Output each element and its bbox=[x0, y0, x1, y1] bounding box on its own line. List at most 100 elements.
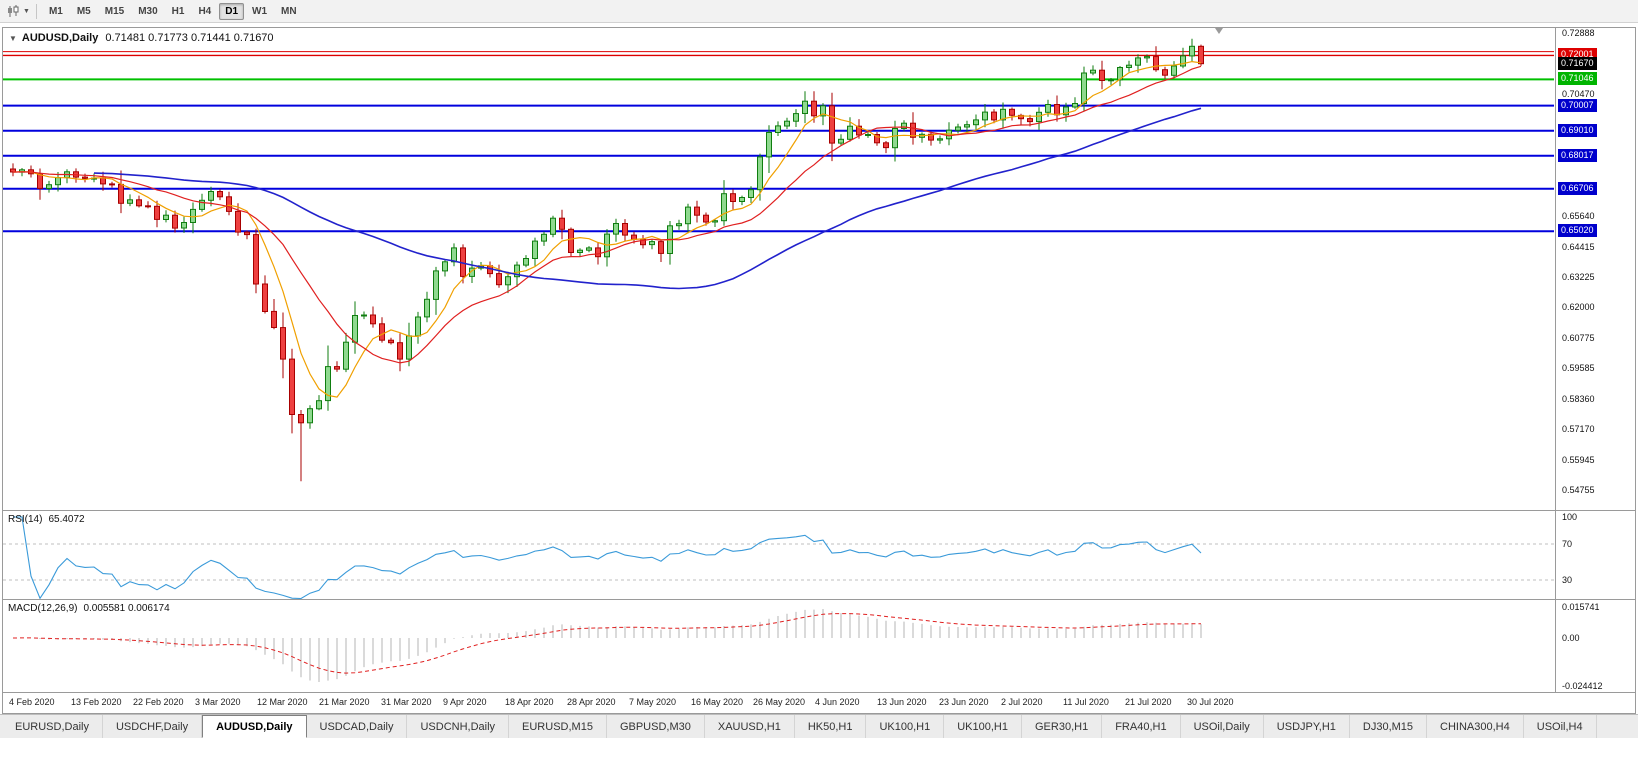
price-tag-0.70007: 0.70007 bbox=[1558, 99, 1597, 112]
macd-axis[interactable]: 0.015741 0.00 -0.024412 bbox=[1555, 600, 1635, 692]
chart-mode-icon[interactable] bbox=[4, 3, 22, 19]
macd-axis-tick: 0.00 bbox=[1562, 633, 1580, 643]
chart-tab-xauusd-h1[interactable]: XAUUSD,H1 bbox=[704, 715, 795, 738]
price-axis-tick: 0.72888 bbox=[1562, 28, 1595, 38]
chart-tab-china300-h4[interactable]: CHINA300,H4 bbox=[1427, 715, 1524, 738]
chart-tab-eurusd-daily[interactable]: EURUSD,Daily bbox=[2, 715, 103, 738]
price-axis-tick: 0.63225 bbox=[1562, 272, 1595, 282]
time-axis-label: 4 Feb 2020 bbox=[9, 697, 55, 707]
time-axis[interactable]: 4 Feb 2020 13 Feb 2020 22 Feb 2020 3 Mar 20… bbox=[3, 692, 1635, 713]
time-axis-label: 21 Mar 2020 bbox=[319, 697, 370, 707]
price-tag-0.69010: 0.69010 bbox=[1558, 124, 1597, 137]
chart-tab-usdcad-daily[interactable]: USDCAD,Daily bbox=[306, 715, 408, 738]
chart-ohlc-title: ▼ AUDUSD,Daily 0.71481 0.71773 0.71441 0… bbox=[9, 32, 274, 44]
macd-pane: MACD(12,26,9) 0.005581 0.006174 0.015741 0… bbox=[3, 599, 1635, 692]
macd-axis-tick: -0.024412 bbox=[1562, 681, 1603, 691]
time-axis-label: 12 Mar 2020 bbox=[257, 697, 308, 707]
price-axis-tick: 0.62000 bbox=[1562, 302, 1595, 312]
price-tag-0.66706: 0.66706 bbox=[1558, 182, 1597, 195]
chart-tab-usoil-h4[interactable]: USOil,H4 bbox=[1523, 715, 1597, 738]
chart-tab-gbpusd-m30[interactable]: GBPUSD,M30 bbox=[606, 715, 705, 738]
time-axis-label: 30 Jul 2020 bbox=[1187, 697, 1234, 707]
rsi-label: RSI(14) 65.4072 bbox=[8, 514, 85, 525]
time-axis-label: 21 Jul 2020 bbox=[1125, 697, 1172, 707]
price-tag-0.68017: 0.68017 bbox=[1558, 149, 1597, 162]
rsi-axis-tick: 70 bbox=[1562, 539, 1573, 549]
time-axis-label: 16 May 2020 bbox=[691, 697, 744, 707]
price-tag-0.65020: 0.65020 bbox=[1558, 224, 1597, 237]
chart-tab-usdcnh-daily[interactable]: USDCNH,Daily bbox=[407, 715, 510, 738]
price-axis-tick: 0.58360 bbox=[1562, 394, 1595, 404]
chart-tabs: EURUSD,Daily USDCHF,Daily AUDUSD,Daily USDC… bbox=[0, 714, 1638, 738]
chart-tab-audusd-daily[interactable]: AUDUSD,Daily bbox=[202, 715, 307, 738]
timeframe-button-d1[interactable]: D1 bbox=[219, 2, 245, 20]
timeframe-toolbar: M1 M5 M15 M30 H1 H4 D1 W1 MN bbox=[43, 2, 305, 20]
time-axis-label: 4 Jun 2020 bbox=[815, 697, 860, 707]
rsi-axis-tick: 100 bbox=[1562, 512, 1578, 522]
toolbar-separator bbox=[35, 3, 37, 19]
time-axis-label: 13 Jun 2020 bbox=[877, 697, 927, 707]
chart-tab-uk100-h1[interactable]: UK100,H1 bbox=[866, 715, 945, 738]
price-tag-0.71670: 0.71670 bbox=[1558, 57, 1597, 70]
price-axis-tick: 0.57170 bbox=[1562, 424, 1595, 434]
timeframe-button-m1[interactable]: M1 bbox=[48, 5, 63, 17]
timeframe-toolbar-row: ▼ M1 M5 M15 M30 H1 H4 D1 W1 MN bbox=[0, 0, 1638, 23]
chart-symbol-label: AUDUSD,Daily bbox=[21, 32, 99, 44]
chart-ohlc-values: 0.71481 0.71773 0.71441 0.71670 bbox=[105, 32, 274, 44]
time-axis-label: 18 Apr 2020 bbox=[505, 697, 554, 707]
time-axis-label: 7 May 2020 bbox=[629, 697, 677, 707]
chart-tab-usoil-daily[interactable]: USOil,Daily bbox=[1180, 715, 1264, 738]
timeframe-button-w1[interactable]: W1 bbox=[252, 5, 268, 17]
price-axis-tick: 0.65640 bbox=[1562, 211, 1595, 221]
rsi-axis[interactable]: 100 70 30 bbox=[1555, 511, 1635, 599]
price-axis-tick: 0.60775 bbox=[1562, 333, 1595, 343]
time-axis-label: 2 Jul 2020 bbox=[1001, 697, 1043, 707]
timeframe-button-m30[interactable]: M30 bbox=[138, 5, 158, 17]
chart-tab-ger30-h1[interactable]: GER30,H1 bbox=[1022, 715, 1103, 738]
chart-tab-fra40-h1[interactable]: FRA40,H1 bbox=[1102, 715, 1181, 738]
macd-axis-tick: 0.015741 bbox=[1562, 602, 1600, 612]
dropdown-caret-icon[interactable]: ▼ bbox=[23, 7, 30, 15]
timeframe-button-mn[interactable]: MN bbox=[281, 5, 297, 17]
chart-tab-usdchf-daily[interactable]: USDCHF,Daily bbox=[102, 715, 203, 738]
chart-tab-usdjpy-h1[interactable]: USDJPY,H1 bbox=[1263, 715, 1350, 738]
timeframe-button-h1[interactable]: H1 bbox=[171, 5, 185, 17]
rsi-axis-tick: 30 bbox=[1562, 575, 1573, 585]
macd-label: MACD(12,26,9) 0.005581 0.006174 bbox=[8, 603, 170, 614]
price-tag-0.71046: 0.71046 bbox=[1558, 72, 1597, 85]
price-axis-tick: 0.55945 bbox=[1562, 455, 1595, 465]
price-axis-tick: 0.70470 bbox=[1562, 89, 1595, 99]
time-axis-label: 13 Feb 2020 bbox=[71, 697, 122, 707]
chart-tab-eurusd-m15[interactable]: EURUSD,M15 bbox=[509, 715, 607, 738]
rsi-pane: RSI(14) 65.4072 100 70 30 bbox=[3, 510, 1635, 599]
timeframe-button-h4[interactable]: H4 bbox=[198, 5, 212, 17]
time-axis-label: 22 Feb 2020 bbox=[133, 697, 184, 707]
time-axis-label: 3 Mar 2020 bbox=[195, 697, 241, 707]
macd-plot[interactable]: MACD(12,26,9) 0.005581 0.006174 bbox=[3, 600, 1555, 692]
rsi-canvas[interactable] bbox=[3, 511, 1554, 599]
rsi-plot[interactable]: RSI(14) 65.4072 bbox=[3, 511, 1555, 599]
time-axis-label: 9 Apr 2020 bbox=[443, 697, 487, 707]
price-axis-tick: 0.59585 bbox=[1562, 363, 1595, 373]
time-axis-label: 31 Mar 2020 bbox=[381, 697, 432, 707]
time-axis-label: 23 Jun 2020 bbox=[939, 697, 989, 707]
timeframe-button-m15[interactable]: M15 bbox=[104, 5, 125, 17]
time-axis-label: 28 Apr 2020 bbox=[567, 697, 616, 707]
chart-window: ▼ AUDUSD,Daily 0.71481 0.71773 0.71441 0… bbox=[2, 27, 1636, 714]
time-axis-label: 26 May 2020 bbox=[753, 697, 806, 707]
candlestick-canvas[interactable] bbox=[3, 28, 1554, 510]
main-price-pane: ▼ AUDUSD,Daily 0.71481 0.71773 0.71441 0… bbox=[3, 28, 1635, 510]
time-axis-label: 11 Jul 2020 bbox=[1063, 697, 1109, 707]
chart-tab-dj30-m15[interactable]: DJ30,M15 bbox=[1349, 715, 1428, 738]
price-axis-tick: 0.54755 bbox=[1562, 485, 1595, 495]
chart-tab-uk100-h1[interactable]: UK100,H1 bbox=[944, 715, 1022, 738]
chart-shift-marker-icon[interactable] bbox=[1215, 28, 1223, 34]
macd-canvas[interactable] bbox=[3, 600, 1554, 692]
main-chart-plot[interactable]: ▼ AUDUSD,Daily 0.71481 0.71773 0.71441 0… bbox=[3, 28, 1555, 510]
price-axis[interactable]: 0.72888 0.70470 0.65640 0.64415 0.63225 0.620… bbox=[1555, 28, 1635, 510]
collapse-triangle-icon[interactable]: ▼ bbox=[9, 33, 17, 43]
price-axis-tick: 0.64415 bbox=[1562, 242, 1595, 252]
chart-tab-hk50-h1[interactable]: HK50,H1 bbox=[794, 715, 867, 738]
timeframe-button-m5[interactable]: M5 bbox=[76, 5, 91, 17]
